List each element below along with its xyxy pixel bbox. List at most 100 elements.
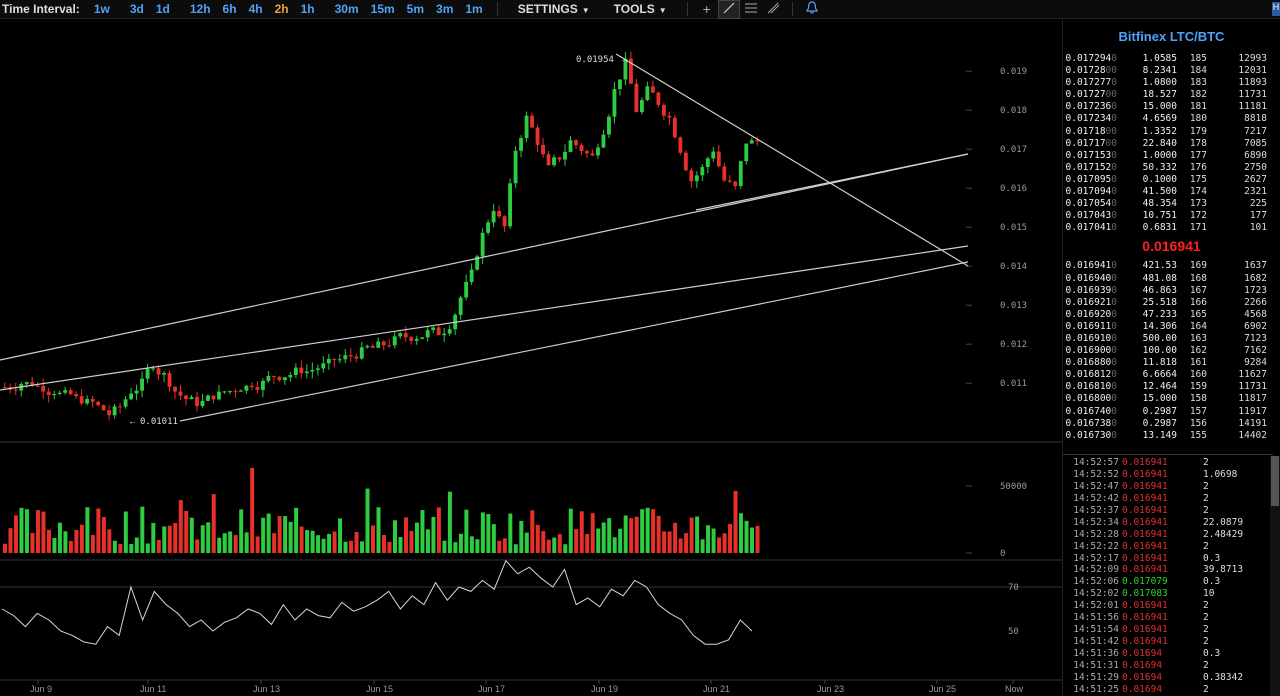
volume-bar <box>508 513 513 553</box>
scrollbar-thumb[interactable] <box>1271 456 1279 506</box>
asks-row[interactable]: 0.0170410 0.6831 171 101 <box>1063 222 1280 234</box>
bids-row[interactable]: 0.0169390 46.863 167 1723 <box>1063 285 1280 297</box>
price-main: 0.016740 <box>1065 405 1112 417</box>
candle-down <box>354 356 359 359</box>
bids-row[interactable]: 0.0167380 0.2987 156 14191 <box>1063 418 1280 430</box>
interval-1w[interactable]: 1w <box>93 2 110 16</box>
asks-row[interactable]: 0.0170940 41.500 174 2321 <box>1063 186 1280 198</box>
volume-bar <box>442 540 447 553</box>
trade-time: 14:52:42 <box>1073 492 1119 504</box>
asks-row[interactable]: 0.0172340 4.6569 180 8818 <box>1063 113 1280 125</box>
candle-up <box>151 368 155 370</box>
asks-row[interactable]: 0.0172360 15.000 181 11181 <box>1063 101 1280 113</box>
interval-30m[interactable]: 30m <box>334 2 359 16</box>
asks-row[interactable]: 0.0170950 0.1000 175 2627 <box>1063 174 1280 186</box>
interval-1m[interactable]: 1m <box>465 2 483 16</box>
interval-1h[interactable]: 1h <box>300 2 315 16</box>
candle-down <box>541 144 545 155</box>
candle-down <box>233 391 238 393</box>
trendline-icon[interactable] <box>717 0 740 19</box>
volume-bar <box>722 533 727 553</box>
volume-bar <box>24 509 29 553</box>
draw-pen-icon[interactable] <box>762 1 784 18</box>
candle-down <box>650 86 655 93</box>
settings-menu-button[interactable]: SETTINGS ▼ <box>506 2 602 16</box>
count-cell: 161 <box>1189 357 1207 369</box>
asks-row[interactable]: 0.0171800 1.3352 179 7217 <box>1063 126 1280 138</box>
asks-row[interactable]: 0.0172700 18.527 182 11731 <box>1063 89 1280 101</box>
bids-row[interactable]: 0.0167400 0.2987 157 11917 <box>1063 406 1280 418</box>
asks-row[interactable]: 0.0171530 1.0000 177 6890 <box>1063 150 1280 162</box>
asks-row[interactable]: 0.0171700 22.840 178 7085 <box>1063 138 1280 150</box>
price-chart[interactable]: 0.019 0.018 0.017 0.016 0.015 0.014 0.013 0.012… <box>0 20 1062 696</box>
asks-row[interactable]: 0.0172800 8.2341 184 12031 <box>1063 65 1280 77</box>
candle-down <box>370 345 375 348</box>
tools-menu-button[interactable]: TOOLS ▼ <box>602 2 679 16</box>
chart-canvas[interactable]: 0.019 0.018 0.017 0.016 0.015 0.014 0.013 0.012… <box>0 20 1062 696</box>
price-pad: 0 <box>1111 381 1117 393</box>
bids-row[interactable]: 0.0169400 481.08 168 1682 <box>1063 273 1280 285</box>
interval-4h[interactable]: 4h <box>248 2 263 16</box>
volume-bar <box>255 536 260 553</box>
bids-row[interactable]: 0.0168800 11.818 161 9284 <box>1063 357 1280 369</box>
interval-12h[interactable]: 12h <box>189 2 211 16</box>
interval-15m[interactable]: 15m <box>370 2 395 16</box>
rsi-line <box>1 559 753 645</box>
bids-row[interactable]: 0.0167300 13.149 155 14402 <box>1063 430 1280 442</box>
price-cell: 0.0169210 <box>1063 296 1118 309</box>
interval-3d[interactable]: 3d <box>129 2 144 16</box>
upper-channel-line <box>0 153 969 361</box>
count-cell: 180 <box>1189 113 1207 125</box>
candle-down <box>96 401 101 406</box>
candle-down <box>271 376 276 378</box>
price-main: 0.016941 <box>1065 260 1112 272</box>
crosshair-icon[interactable]: + <box>702 1 711 17</box>
bids-row[interactable]: 0.0168000 15.000 158 11817 <box>1063 393 1280 405</box>
bids-row[interactable]: 0.0169000 100.00 162 7162 <box>1063 345 1280 357</box>
bids-row[interactable]: 0.0168120 6.6664 160 11627 <box>1063 369 1280 381</box>
volume-bar <box>700 539 705 553</box>
rsi-tick-label: 70 <box>1008 583 1019 593</box>
asks-row[interactable]: 0.0172770 1.0800 183 11893 <box>1063 77 1280 89</box>
amount-cell: 15.000 <box>1142 393 1177 405</box>
bids-row[interactable]: 0.0169110 14.306 164 6902 <box>1063 321 1280 333</box>
price-cell: 0.0167300 <box>1063 430 1118 442</box>
amount-cell: 41.500 <box>1142 186 1177 198</box>
bell-svg <box>805 1 818 14</box>
bids-row[interactable]: 0.0169410 421.53 169 1637 <box>1063 260 1280 272</box>
fib-lines-icon[interactable] <box>740 1 762 18</box>
trade-price: 0.016941 <box>1122 468 1168 480</box>
corner-toggle[interactable]: H <box>1272 2 1280 16</box>
price-main: 0.016880 <box>1065 357 1112 369</box>
candle-down <box>74 394 79 397</box>
candle-up <box>744 143 749 162</box>
asks-row[interactable]: 0.0170540 48.354 173 225 <box>1063 198 1280 210</box>
asks-row[interactable]: 0.0171520 50.332 176 2750 <box>1063 162 1280 174</box>
trade-price: 0.016941 <box>1122 540 1168 552</box>
interval-6h[interactable]: 6h <box>222 2 237 16</box>
price-pad: 0 <box>1111 101 1117 113</box>
candle-down <box>332 358 337 360</box>
volume-bar <box>206 522 211 553</box>
asks-row[interactable]: 0.0172940 1.0585 185 12993 <box>1063 53 1280 65</box>
bids-row[interactable]: 0.0169100 500.00 163 7123 <box>1063 333 1280 345</box>
interval-1d[interactable]: 1d <box>155 2 170 16</box>
volume-bar <box>299 526 304 553</box>
bids-row[interactable]: 0.0169200 47.233 165 4568 <box>1063 309 1280 321</box>
amount-cell: 47.233 <box>1142 308 1177 320</box>
volume-bar <box>46 529 51 553</box>
bids-row[interactable]: 0.0168100 12.464 159 11731 <box>1063 381 1280 393</box>
interval-5m[interactable]: 5m <box>406 2 425 16</box>
asks-row[interactable]: 0.0170430 10.751 172 177 <box>1063 210 1280 222</box>
price-cell: 0.0172770 <box>1063 77 1118 89</box>
candle-down <box>678 137 683 153</box>
price-main: 0.016921 <box>1065 296 1112 308</box>
bids-row[interactable]: 0.0169210 25.518 166 2266 <box>1063 297 1280 309</box>
trade-row: 14:52:17 0.016941 0.3 <box>1063 553 1273 565</box>
interval-3m[interactable]: 3m <box>436 2 454 16</box>
interval-2h[interactable]: 2h <box>274 2 289 16</box>
volume-bar <box>162 526 167 553</box>
fib-lines-svg <box>744 3 757 12</box>
trades-scrollbar[interactable] <box>1270 456 1280 696</box>
bell-icon[interactable] <box>801 1 823 17</box>
